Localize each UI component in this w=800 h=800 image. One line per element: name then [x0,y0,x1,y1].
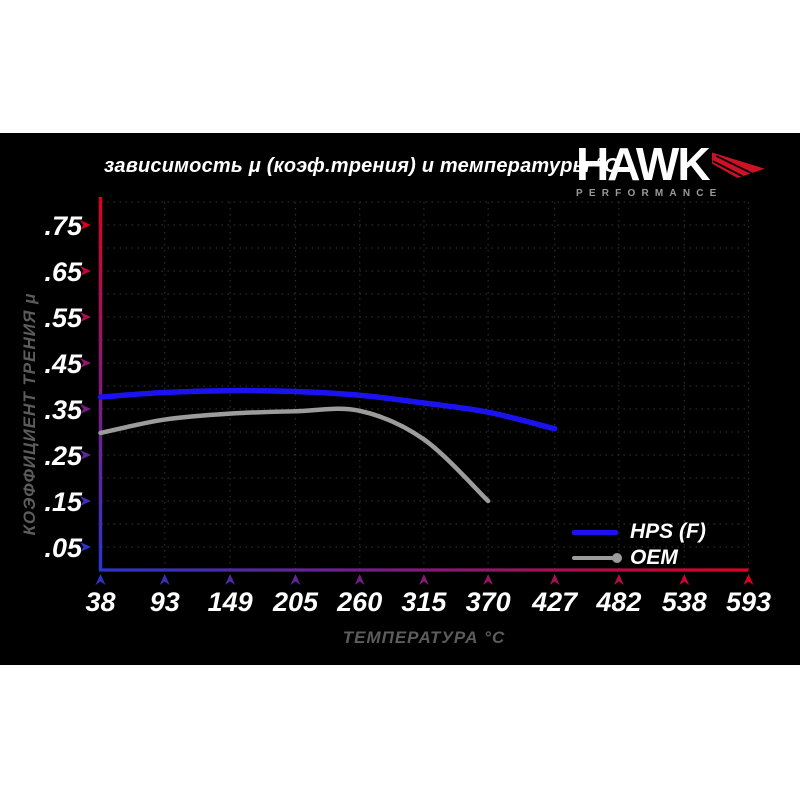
curve-hps [97,387,558,432]
wing-slash-1 [715,155,753,175]
x-axis-title: ТЕМПЕРАТУРА °C [342,628,506,647]
x-tick-arrow [159,574,170,585]
x-tick-label: 427 [531,587,579,617]
x-tick-arrow [613,574,624,585]
x-tick-label: 93 [150,587,180,617]
hawk-logo: HAWK PERFORMANCE [576,138,766,199]
x-tick-arrow [483,574,494,585]
y-tick-arrow [80,266,91,276]
x-tick-arrow [95,574,106,585]
y-tick-arrow [80,450,91,460]
x-tick-arrow [679,574,690,585]
legend: HPS (F) OEM [572,519,706,571]
legend-line-oem [572,553,622,563]
axes [98,197,749,572]
x-tick-label: 370 [466,587,511,617]
legend-item-hps: HPS (F) [572,519,706,545]
x-tick-arrow [225,574,236,585]
y-tick-arrow [80,404,91,414]
y-tick-arrow [80,542,91,552]
chart-title: зависимость μ (коэф.трения) и температур… [104,155,619,177]
x-tick-label: 38 [85,587,115,617]
data-curves [97,387,558,504]
legend-line-oem-endcap [612,553,622,563]
x-tick-label: 205 [272,587,319,617]
y-tick-label: .55 [44,303,83,333]
legend-line-hps [572,529,618,535]
tick-marks [80,220,754,585]
curve-oem [98,406,491,504]
gridlines [99,201,750,569]
y-tick-arrow [80,312,91,322]
x-tick-label: 593 [726,587,771,617]
x-tick-label: 315 [401,587,447,617]
x-tick-label: 482 [595,587,641,617]
y-tick-label: .65 [44,257,83,287]
y-tick-label: .05 [44,533,83,563]
hawk-logo-row: HAWK [576,138,766,190]
tick-labels: .05 .15 .25 .35 .45 .55 .65 .75 38 93 149 205 260 315… [44,211,771,617]
x-tick-arrow [290,574,301,585]
y-tick-label: .15 [44,487,83,517]
y-tick-label: .45 [44,349,83,379]
x-tick-arrow [549,574,560,585]
x-tick-label: 149 [208,587,253,617]
y-tick-label: .75 [44,211,83,241]
legend-label-oem: OEM [630,546,678,569]
y-axis-title: КОЭФФИЦИЕНТ ТРЕНИЯ μ [20,292,39,536]
x-tick-arrow [743,574,754,585]
x-tick-label: 260 [336,587,382,617]
x-tick-arrow [418,574,429,585]
hawk-wordmark: HAWK [576,138,711,190]
hawk-wing-shape [711,152,765,179]
legend-label-hps: HPS (F) [630,520,706,543]
x-tick-arrow [354,574,365,585]
wing-slash-2 [711,160,743,178]
legend-item-oem: OEM [572,545,706,571]
y-tick-arrow [80,220,91,230]
y-tick-arrow [80,496,91,506]
hawk-performance-label: PERFORMANCE [576,188,723,199]
y-tick-label: .35 [44,395,83,425]
x-tick-label: 538 [662,587,707,617]
hawk-wing-icon [711,152,765,179]
y-tick-arrow [80,358,91,368]
y-tick-label: .25 [44,441,83,471]
